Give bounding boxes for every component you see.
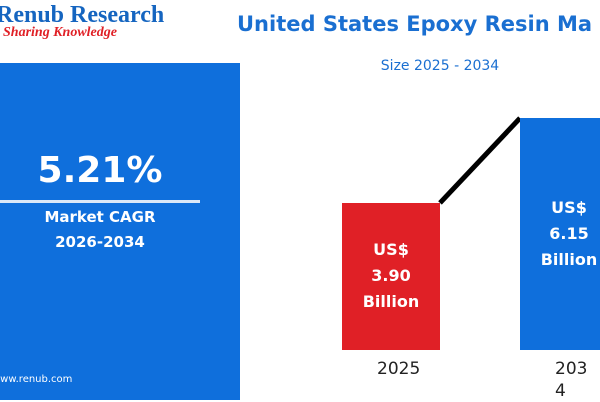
value-label-line: US$ [373, 240, 409, 260]
brand-name: Renub Research [0, 2, 165, 28]
chart-title: United States Epoxy Resin Ma [237, 12, 593, 36]
value-label-line: Billion [540, 250, 598, 270]
connector-line [438, 116, 522, 205]
value-label-line: 3.90 [371, 266, 411, 286]
cagr-label: Market CAGR 2026-2034 [0, 205, 200, 255]
value-label-line: US$ [551, 198, 587, 218]
website: www.renub.com [0, 374, 73, 385]
cagr-panel [0, 63, 240, 400]
bar [342, 202, 440, 350]
bar [520, 118, 600, 350]
brand-tagline: Sharing Knowledge [3, 25, 117, 40]
chart-subtitle: Size 2025 - 2034 [380, 58, 500, 74]
value-label-line: 6.15 [549, 224, 589, 244]
value-label: US$ 6.15 Billion [520, 195, 600, 273]
value-label: US$ 3.90 Billion [342, 237, 440, 315]
x-tick-label: 2025 [377, 359, 421, 379]
value-label-line: Billion [362, 292, 420, 312]
cagr-label-line: 2026-2034 [55, 233, 145, 251]
x-tick-label: 2034 [555, 359, 588, 401]
divider [0, 200, 200, 203]
cagr-label-line: Market CAGR [44, 208, 156, 226]
cagr-value: 5.21% [37, 150, 163, 191]
